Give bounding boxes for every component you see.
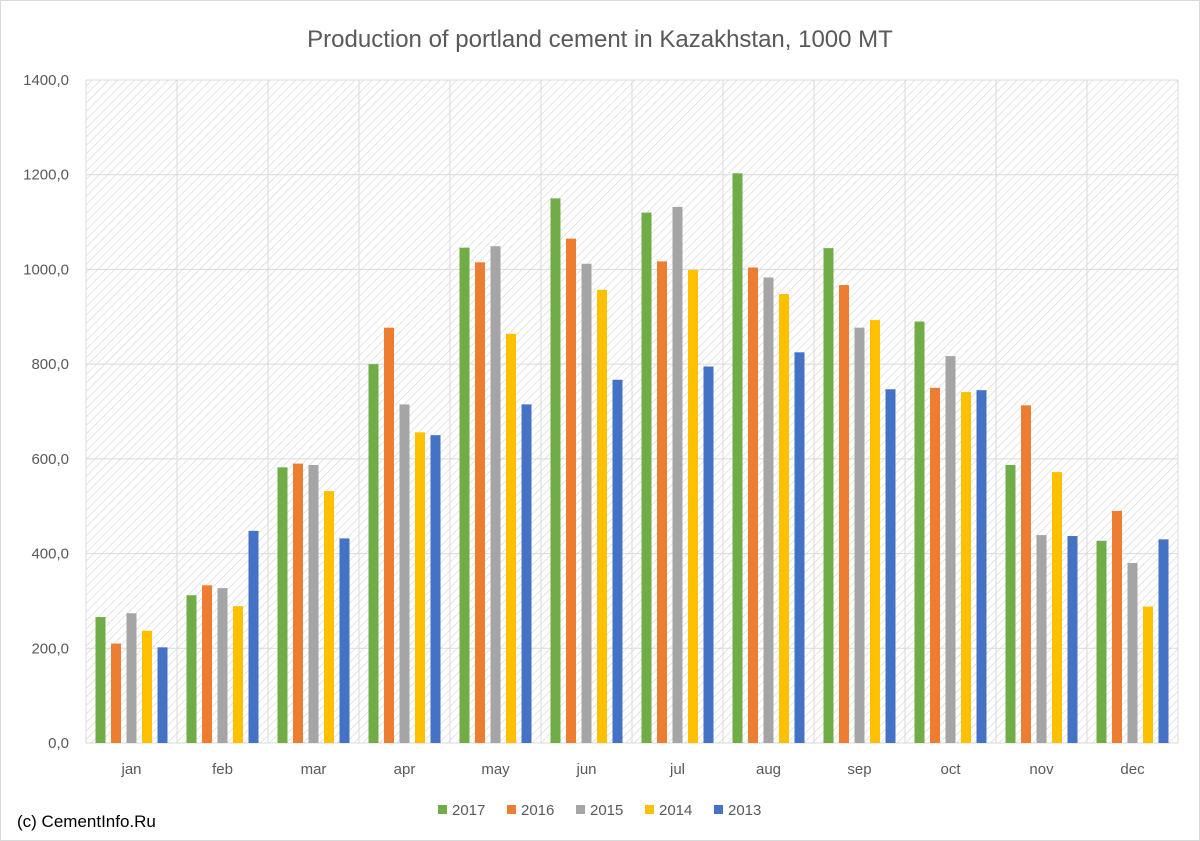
bar-2017-jun	[550, 198, 561, 744]
bar-2013-jul	[703, 366, 714, 743]
x-tick-label: apr	[394, 761, 416, 778]
bar-2017-mar	[277, 467, 288, 743]
bar-2013-oct	[976, 390, 987, 743]
bar-2013-jan	[157, 647, 168, 743]
bar-2016-nov	[1021, 405, 1031, 743]
bar-2014-jan	[142, 630, 152, 743]
bar-2014-jun	[597, 289, 607, 743]
bar-2017-sep	[823, 248, 834, 743]
bar-2013-jun	[612, 379, 623, 743]
bar-2013-feb	[248, 530, 259, 743]
legend-label-2013: 2013	[728, 802, 761, 819]
y-tick-label: 600,0	[31, 451, 69, 468]
bar-2015-feb	[217, 588, 228, 743]
bar-2016-dec	[1112, 510, 1122, 743]
bar-2017-dec	[1096, 540, 1107, 743]
x-tick-label: sep	[847, 761, 871, 778]
gridlines	[85, 79, 1179, 744]
bar-2017-jan	[95, 617, 106, 743]
y-tick-label: 0,0	[48, 735, 69, 752]
bar-2015-mar	[308, 465, 319, 743]
legend: 2017 2016 2015 2014 2013	[438, 802, 761, 819]
y-tick-label: 1000,0	[23, 261, 69, 278]
bar-2016-oct	[930, 387, 940, 743]
legend-label-2015: 2015	[590, 802, 623, 819]
bar-2017-aug	[732, 173, 743, 743]
legend-swatch-2014	[645, 805, 654, 814]
bar-2013-nov	[1067, 536, 1078, 743]
bar-2013-may	[521, 404, 532, 743]
bar-2015-nov	[1036, 535, 1047, 743]
bar-2014-may	[506, 333, 516, 743]
y-axis-labels: 0,0 200,0 400,0 600,0 800,0 1000,0 1200,0 1400,…	[23, 72, 69, 752]
bar-2013-sep	[885, 389, 896, 743]
bar-2015-apr	[399, 404, 410, 743]
bar-2015-jun	[581, 263, 592, 743]
bar-2013-apr	[430, 435, 441, 743]
bar-2015-jul	[672, 206, 683, 744]
bar-2016-aug	[748, 267, 758, 743]
legend-label-2016: 2016	[521, 802, 554, 819]
x-tick-label: nov	[1029, 761, 1054, 778]
x-tick-label: mar	[301, 761, 327, 778]
bar-2013-mar	[339, 538, 350, 743]
bar-2017-oct	[914, 321, 925, 743]
x-axis-labels: jan feb mar apr may jun jul aug sep oct nov dec	[120, 761, 1145, 778]
y-tick-label: 400,0	[31, 546, 69, 563]
bar-2014-aug	[779, 294, 789, 743]
bar-2014-jul	[688, 269, 698, 743]
y-tick-label: 800,0	[31, 356, 69, 373]
legend-swatch-2015	[576, 805, 585, 814]
legend-label-2017: 2017	[452, 802, 485, 819]
bar-2014-apr	[415, 432, 425, 743]
legend-swatch-2013	[714, 805, 723, 814]
x-tick-label: oct	[940, 761, 961, 778]
credit-text: (c) CementInfo.Ru	[17, 812, 156, 831]
bar-2017-apr	[368, 364, 379, 743]
bar-2017-feb	[186, 595, 197, 743]
bar-2014-oct	[961, 392, 971, 743]
bar-2016-mar	[293, 463, 303, 743]
x-tick-label: jul	[669, 761, 685, 778]
chart-title: Production of portland cement in Kazakhs…	[307, 26, 893, 53]
bar-2017-jul	[641, 212, 652, 744]
bar-2015-sep	[854, 327, 865, 743]
bars	[95, 173, 1169, 744]
bar-2016-jun	[566, 238, 576, 743]
bar-2013-dec	[1158, 539, 1169, 743]
bar-2015-jan	[126, 613, 137, 743]
legend-label-2014: 2014	[659, 802, 692, 819]
y-tick-label: 1200,0	[23, 167, 69, 184]
legend-swatch-2017	[438, 805, 447, 814]
bar-2016-jan	[111, 643, 121, 743]
x-tick-label: jan	[120, 761, 141, 778]
bar-2015-oct	[945, 356, 956, 743]
bar-2016-apr	[384, 327, 394, 743]
bar-2017-may	[459, 247, 470, 743]
bar-2014-dec	[1143, 606, 1153, 743]
bar-2016-jul	[657, 261, 667, 743]
y-tick-label: 200,0	[31, 640, 69, 657]
x-tick-label: jun	[575, 761, 596, 778]
bar-2014-feb	[233, 606, 243, 743]
legend-swatch-2016	[507, 805, 516, 814]
bar-2014-sep	[870, 320, 880, 743]
bar-2016-sep	[839, 285, 849, 743]
x-tick-label: dec	[1120, 761, 1145, 778]
bar-2014-mar	[324, 491, 334, 743]
x-tick-label: feb	[212, 761, 233, 778]
bar-2015-dec	[1127, 563, 1138, 743]
x-tick-label: may	[481, 761, 510, 778]
bar-2016-feb	[202, 585, 212, 743]
bar-2017-nov	[1005, 465, 1016, 743]
bar-2015-aug	[763, 277, 774, 743]
y-tick-label: 1400,0	[23, 72, 69, 89]
bar-2016-may	[475, 262, 485, 743]
bar-2015-may	[490, 246, 501, 743]
bar-2014-nov	[1052, 472, 1062, 743]
bar-2013-aug	[794, 352, 805, 743]
x-tick-label: aug	[756, 761, 781, 778]
